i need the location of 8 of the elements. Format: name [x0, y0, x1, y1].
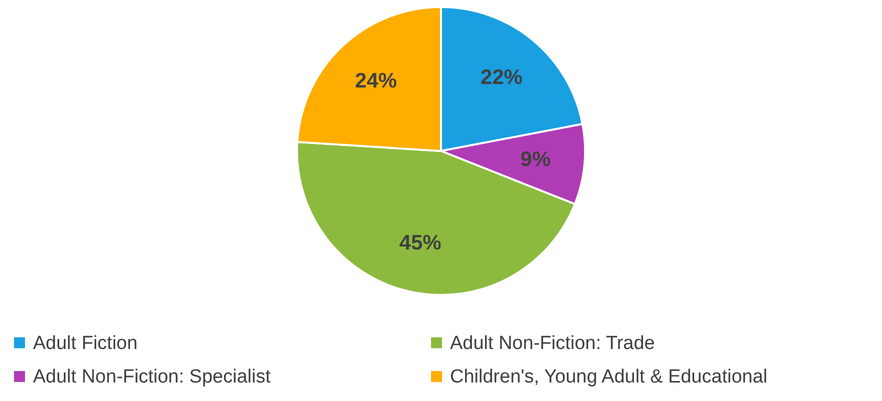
data-label: 22% [480, 66, 523, 89]
data-label: 24% [354, 70, 398, 93]
legend-label: Adult Fiction [33, 332, 138, 354]
legend-label: Adult Non-Fiction: Specialist [33, 366, 272, 388]
data-label: 9% [520, 148, 552, 171]
legend-label: Children's, Young Adult & Educational [450, 366, 768, 388]
legend-label: Adult Non-Fiction: Trade [450, 332, 655, 354]
data-label: 45% [399, 232, 442, 255]
